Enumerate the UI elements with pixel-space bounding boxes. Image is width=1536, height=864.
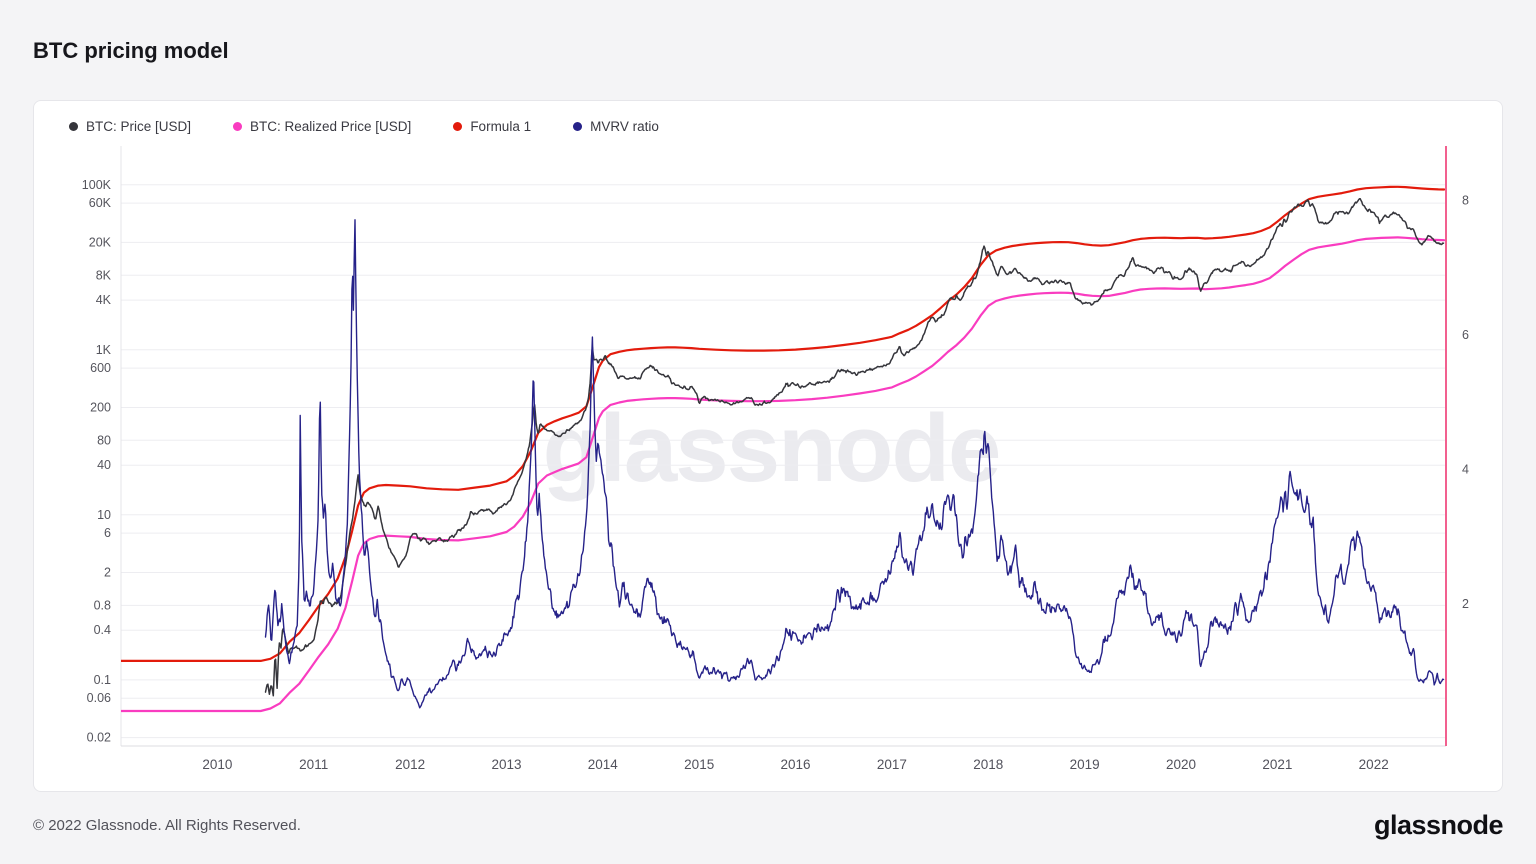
svg-text:4K: 4K [96,293,112,307]
svg-text:0.06: 0.06 [87,691,111,705]
legend-item-mvrv-ratio[interactable]: MVRV ratio [573,119,659,134]
svg-text:2018: 2018 [973,757,1003,772]
legend-dot-btc-price-icon [69,122,78,131]
legend-dot-formula-1-icon [453,122,463,131]
svg-text:2017: 2017 [877,757,907,772]
page-footer: © 2022 Glassnode. All Rights Reserved. g… [33,810,1504,841]
legend-item-formula-1[interactable]: Formula 1 [453,119,531,134]
svg-text:8K: 8K [96,268,112,282]
svg-text:60K: 60K [89,196,112,210]
svg-text:20K: 20K [89,235,112,249]
svg-text:200: 200 [90,401,111,415]
legend-label-btc-realized-price: BTC: Realized Price [USD] [250,119,412,134]
chart-legend: BTC: Price [USD] BTC: Realized Price [US… [69,119,659,134]
svg-text:600: 600 [90,361,111,375]
chart-card: glassnode 100K 60K 20K 8K 4K 1K 600 200 80 40 10 6 2… [33,100,1503,792]
legend-label-btc-price: BTC: Price [USD] [86,119,192,134]
svg-text:6: 6 [1462,328,1469,342]
left-axis-labels: 100K 60K 20K 8K 4K 1K 600 200 80 40 10 6 2 0.8 0.4 0.1 0… [82,178,112,745]
svg-text:2014: 2014 [588,757,619,772]
svg-text:2013: 2013 [491,757,521,772]
svg-text:2019: 2019 [1070,757,1100,772]
svg-text:2011: 2011 [299,757,328,772]
series-lines [121,185,1446,713]
series-line-btc-realized-price [121,236,1446,713]
legend-label-mvrv-ratio: MVRV ratio [590,119,659,134]
svg-text:6: 6 [104,526,111,540]
legend-item-btc-realized-price[interactable]: BTC: Realized Price [USD] [233,119,411,134]
svg-text:2: 2 [104,566,111,580]
svg-text:2021: 2021 [1262,757,1292,772]
page-title: BTC pricing model [33,38,229,63]
legend-item-btc-price[interactable]: BTC: Price [USD] [69,119,191,134]
svg-text:2015: 2015 [684,757,714,772]
svg-text:2020: 2020 [1166,757,1196,772]
svg-text:2010: 2010 [202,757,232,772]
legend-label-formula-1: Formula 1 [470,119,532,134]
svg-text:2: 2 [1462,597,1469,611]
svg-text:2012: 2012 [395,757,425,772]
svg-text:0.02: 0.02 [87,731,111,745]
glassnode-watermark: glassnode [542,395,1002,502]
right-axis-labels: 8 6 4 2 [1462,193,1469,611]
svg-text:0.1: 0.1 [94,673,111,687]
x-axis-labels: 2010 2011 2012 2013 2014 2015 2016 2017 2018 2019… [202,757,1388,772]
svg-text:0.4: 0.4 [94,623,111,637]
svg-text:2016: 2016 [780,757,810,772]
series-line-btc-price [264,197,1445,697]
gridlines [121,184,1446,739]
legend-dot-btc-realized-price-icon [233,122,243,131]
svg-text:40: 40 [97,458,111,472]
svg-text:0.8: 0.8 [94,598,111,612]
glassnode-logo: glassnode [1373,810,1504,840]
legend-dot-mvrv-ratio-icon [573,122,583,131]
svg-text:100K: 100K [82,178,112,192]
svg-text:10: 10 [97,508,111,522]
series-line-formula-1 [121,185,1446,662]
series-line-mvrv-ratio [264,219,1445,709]
axis-lines [120,146,1446,747]
copyright-text: © 2022 Glassnode. All Rights Reserved. [33,817,301,834]
svg-text:2022: 2022 [1359,757,1389,772]
svg-text:4: 4 [1462,462,1469,476]
svg-text:80: 80 [97,433,111,447]
price-chart[interactable]: 100K 60K 20K 8K 4K 1K 600 200 80 40 10 6 2 0.8 0.4 0.1 0… [34,101,1502,791]
svg-text:1K: 1K [96,343,112,357]
svg-text:8: 8 [1462,193,1469,207]
